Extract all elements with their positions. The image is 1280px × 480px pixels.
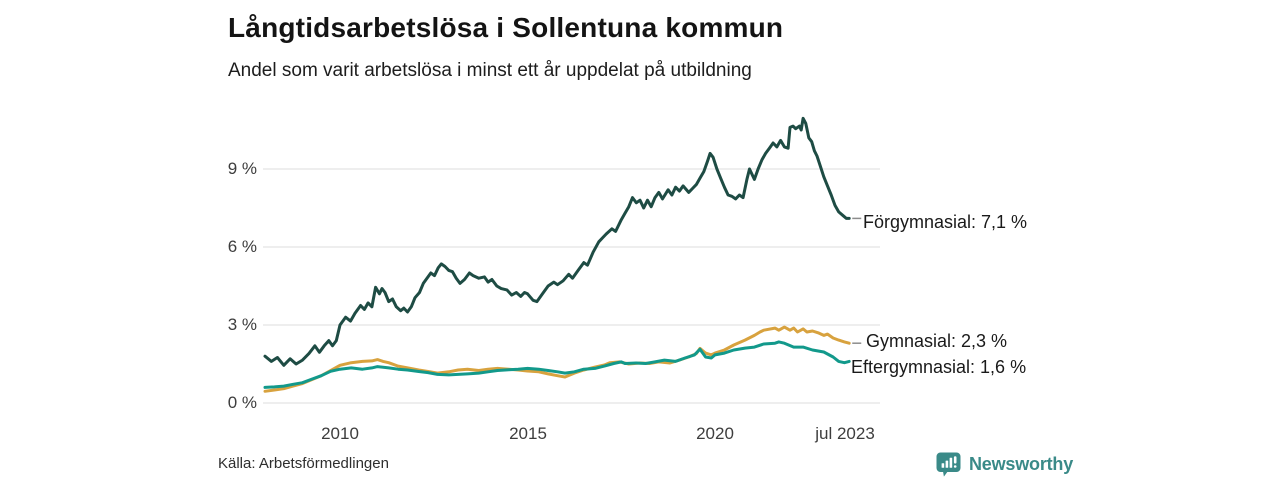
page-title: Långtidsarbetslösa i Sollentuna kommun — [228, 12, 784, 43]
x-axis-tick-2015: 2015 — [509, 424, 547, 443]
y-axis-tick-0: 0 % — [227, 393, 257, 412]
x-axis-tick-2010: 2010 — [321, 424, 359, 443]
series-line-eftergymnasial — [263, 340, 851, 389]
y-axis-tick-6: 6 % — [227, 237, 257, 256]
newsworthy-wordmark: Newsworthy — [969, 454, 1074, 474]
x-axis-tick-2020: 2020 — [696, 424, 734, 443]
y-axis-tick-3: 3 % — [227, 315, 257, 334]
series-label-eftergymnasial: Eftergymnasial: 1,6 % — [851, 357, 1027, 377]
newsworthy-logo[interactable]: Newsworthy — [935, 451, 1073, 478]
newsworthy-icon — [936, 452, 961, 477]
series-label-gymnasial: Gymnasial: 2,3 % — [866, 331, 1008, 351]
page-subtitle: Andel som varit arbetslösa i minst ett å… — [228, 60, 752, 81]
x-axis-tick-jul-2023: jul 2023 — [815, 424, 875, 443]
y-axis-tick-9: 9 % — [227, 159, 257, 178]
speech-bubble-shape — [936, 452, 961, 477]
series-line-gymnasial — [263, 325, 851, 393]
series-label-forgymnasial: Förgymnasial: 7,1 % — [863, 212, 1028, 232]
series-line-förgymnasial — [263, 116, 851, 367]
source-note: Källa: Arbetsförmedlingen — [218, 455, 389, 472]
